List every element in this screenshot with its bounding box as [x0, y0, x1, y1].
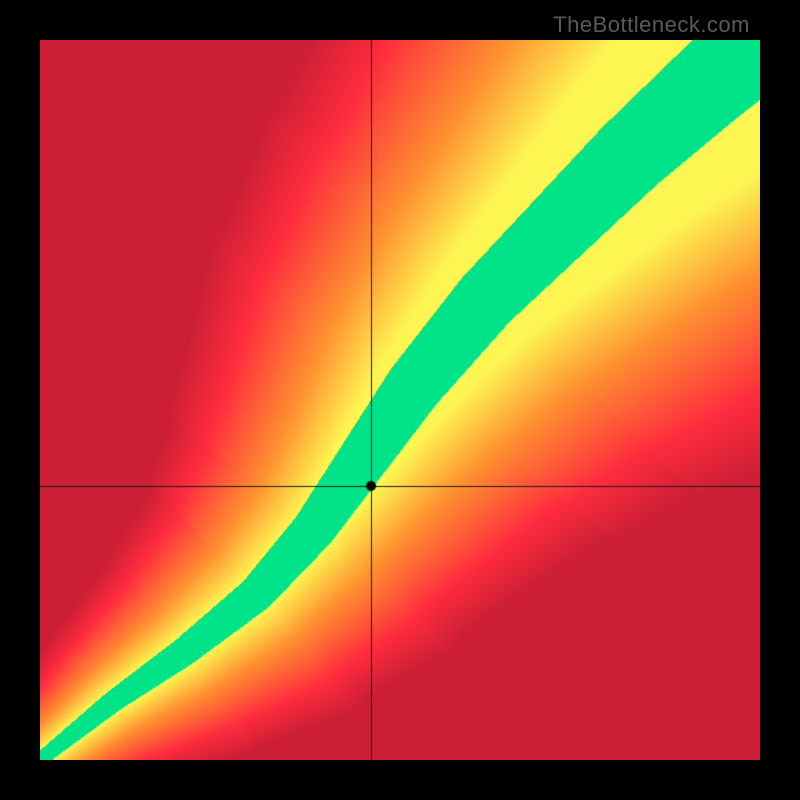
heatmap-canvas: [40, 40, 760, 760]
watermark-text: TheBottleneck.com: [553, 12, 750, 38]
bottleneck-heatmap: [40, 40, 760, 760]
